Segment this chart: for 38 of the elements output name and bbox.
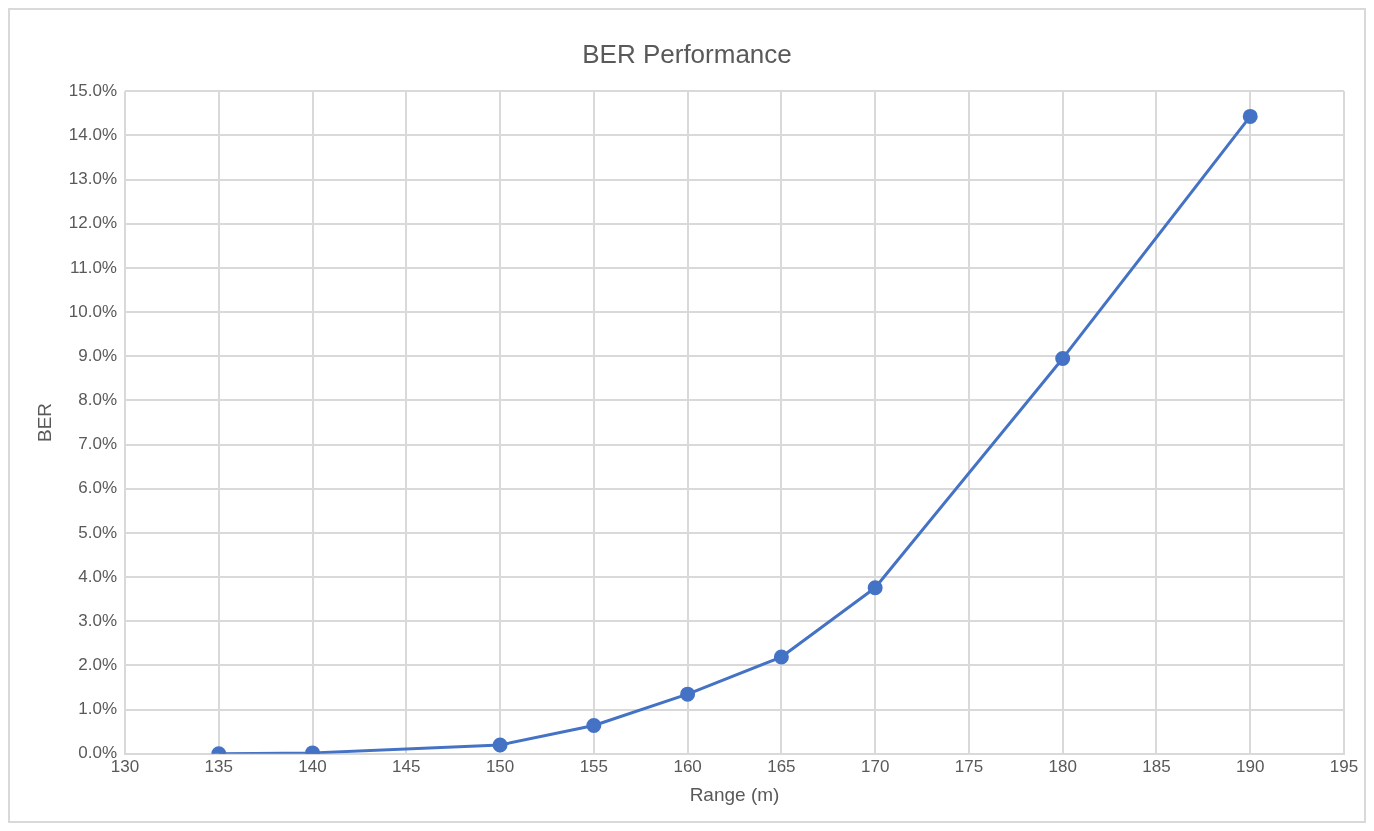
x-tick-label: 155 [579, 756, 609, 776]
y-tick-label: 13.0% [68, 169, 117, 189]
point [1055, 350, 1071, 366]
x-tick-label: 175 [954, 756, 984, 776]
point [492, 737, 508, 753]
x-tick-label: 145 [392, 756, 421, 776]
y-tick-label: 8.0% [78, 390, 117, 410]
x-tick-label: 160 [673, 756, 702, 776]
point [867, 580, 883, 596]
point [1242, 108, 1258, 124]
y-tick-label: 1.0% [78, 699, 117, 719]
y-tick-label: 15.0% [68, 80, 117, 100]
y-tick-label: 3.0% [78, 610, 117, 630]
y-tick-label: 2.0% [78, 655, 117, 675]
x-tick-label: 185 [1142, 756, 1171, 776]
x-tick-label: 165 [767, 756, 796, 776]
x-tick-label: 150 [485, 756, 515, 776]
y-tick-label: 4.0% [78, 566, 117, 586]
x-tick-label: 135 [204, 756, 233, 776]
y-tick-label: 5.0% [78, 522, 117, 542]
point [680, 686, 696, 702]
x-tick-label: 140 [298, 756, 327, 776]
y-tick-label: 11.0% [70, 257, 117, 277]
x-tick-label: 170 [860, 756, 890, 776]
x-tick-label: 180 [1048, 756, 1077, 776]
y-axis-title: BER [33, 402, 55, 443]
x-axis-title: Range (m) [689, 783, 780, 805]
y-tick-label: 12.0% [68, 213, 117, 233]
x-tick-label: 195 [1329, 756, 1359, 776]
point [773, 649, 789, 665]
x-tick-label: 190 [1236, 756, 1265, 776]
point [586, 718, 602, 734]
y-tick-label: 10.0% [68, 301, 117, 321]
y-tick-label: 7.0% [78, 434, 117, 454]
y-tick-label: 6.0% [78, 478, 117, 498]
chart-title: BER Performance [582, 38, 792, 69]
y-tick-label: 14.0% [68, 125, 117, 145]
y-tick-label: 9.0% [78, 345, 117, 365]
